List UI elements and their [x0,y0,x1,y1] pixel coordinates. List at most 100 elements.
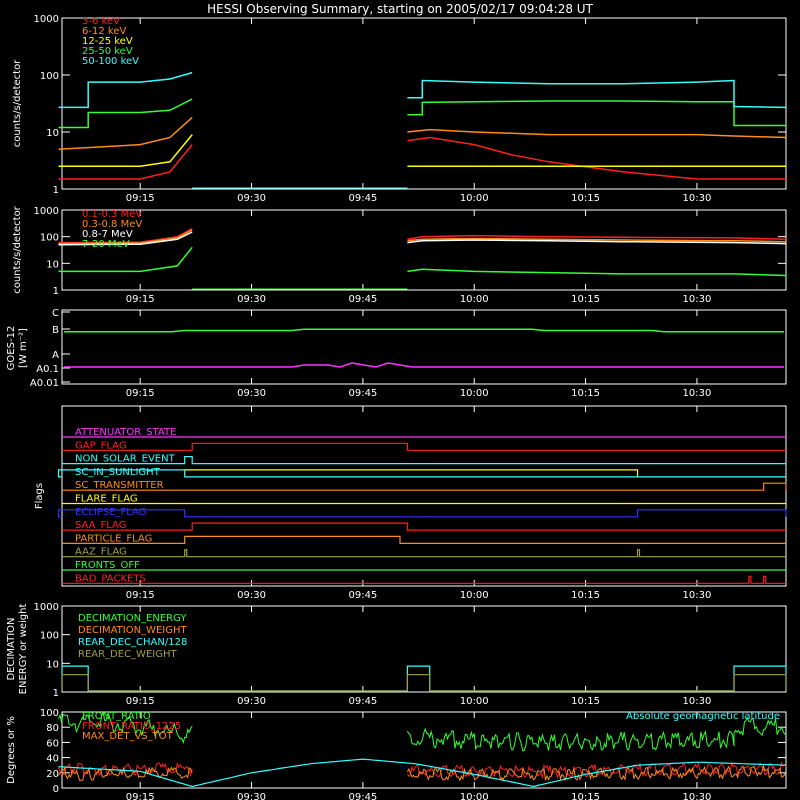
figure-title: HESSI Observing Summary, starting on 200… [207,2,593,16]
panel-high-series-0-1-0-3-mev [407,234,787,241]
panel-high-series-0-3-0-8-mev [58,229,193,245]
panel-low-xtick-label: 09:30 [237,193,266,204]
panel-goes-xtick-label: 09:45 [348,388,377,399]
panel-high-xtick-label: 10:00 [460,294,489,305]
panel-low-ytick-label: 100 [40,71,59,82]
panel-low-ylabel: counts/s/detector [12,59,23,147]
flag-trace-gap-flag [62,442,786,451]
panel-decimation-ytick-label: 100 [40,631,59,642]
panel-decimation-legend-3: REAR_DEC_WEIGHT [78,649,177,660]
panel-high-series-0-3-0-8-mev [407,237,787,243]
panel-ratios-series-absolute-geomagnetic-latitude [58,758,787,788]
flag-label-fronts-off: FRONTS_OFF [75,560,140,571]
panel-ratios-xtick-label: 10:30 [683,792,712,800]
panel-high-xtick-label: 09:45 [348,294,377,305]
flag-label-sc-in-sunlight: SC_IN_SUNLIGHT [75,467,161,478]
panel-goes-xtick-label: 10:00 [460,388,489,399]
panel-low-series-6-12-kev [407,128,787,139]
panel-ratios-legend-2: MAX_DET_VS_TOT [82,731,174,742]
panel-high-series-7-20-mev [407,268,787,277]
panel-low-legend-0: 3-6 keV [82,16,120,27]
flag-trace-sc-in-sunlight [57,469,786,478]
panel-high-ytick-label: 1 [53,286,59,297]
panel-low-xtick-label: 09:45 [348,193,377,204]
panel-ratios-ytick-label: 0 [53,784,59,795]
panel-high-series-0-1-0-3-mev [58,227,193,244]
flag-label-eclipse-flag: ECLIPSE_FLAG [75,507,146,518]
panel-decimation-frame [61,605,787,693]
panel-low-legend-2: 12-25 keV [82,36,133,47]
panel-goes-ytick-label: A [52,350,59,361]
panel-low-xtick-label: 10:30 [683,193,712,204]
panel-goes-ylabel: GOES-12 [6,326,17,371]
panel-ratios-legend-1: FRONT_RATIO_1225 [82,721,181,732]
panel-decimation-legend-0: DECIMATION_ENERGY [78,613,187,624]
panel-high-legend-3: 7-20 MeV [82,239,130,250]
panel-low-frame [61,17,787,190]
panel-goes-frame [61,309,787,385]
panel-decimation-ytick-label: 1000 [34,602,59,613]
flag-label-attenuator-state: ATTENUATOR_STATE [75,427,176,438]
panel-low-legend-4: 50-100 keV [82,56,139,67]
flag-label-bad-packets: BAD_PACKETS [75,573,146,584]
panel-flags-xtick-label: 10:15 [571,590,600,601]
panel-goes-ytick-label: C [52,308,59,319]
panel-ratios-series-max-det-vs-tot [406,764,787,782]
panel-ratios-series-front-ratio [406,716,787,752]
panel-flags-ylabel: Flags [34,483,45,509]
panel-goes-xtick-label: 09:15 [126,388,155,399]
flag-label-flare-flag: FLARE_FLAG [75,494,138,505]
panel-high-legend-2: 0.8-7 MeV [82,229,133,240]
panel-ratios-legend-0: FRONT_RATIO [82,711,151,722]
panel-ratios-ytick-label: 20 [46,769,59,780]
panel-ratios-series-max-det-vs-tot [58,766,193,781]
panel-ratios-ylabel: Degrees or % [6,716,17,784]
panel-decimation-legend-1: DECIMATION_WEIGHT [78,625,187,636]
panel-decimation-series-2 [61,665,787,692]
panel-low-legend-1: 6-12 keV [82,26,126,37]
panel-decimation-xtick-label: 10:30 [683,696,712,707]
panel-low-series-25-50-kev [58,98,193,129]
panel-decimation-xtick-label: 09:45 [348,696,377,707]
panel-high-legend-1: 0.3-0.8 MeV [82,219,142,230]
panel-low-series-3-6-kev [407,136,786,180]
panel-ratios-xtick-label: 09:45 [348,792,377,800]
panel-high-series-7-20-mev [58,246,193,273]
panel-ratios-xtick-label: 09:15 [126,792,155,800]
panel-low-legend-3: 25-50 keV [82,46,133,57]
flag-label-saa-flag: SAA_FLAG [75,520,126,531]
panel-ratios-series-front-ratio [58,710,193,745]
flag-trace-aaz-flag [62,549,786,558]
panel-ratios-xtick-label: 10:15 [571,792,600,800]
panel-flags-xtick-label: 09:45 [348,590,377,601]
panel-low-series-6-12-kev [58,116,193,150]
panel-flags-xtick-label: 09:15 [126,590,155,601]
flag-label-aaz-flag: AAZ_FLAG [75,547,127,558]
panel-goes-series-goes-short [64,362,784,368]
panel-low-series-25-50-kev [407,100,786,127]
panel-high-ylabel: counts/s/detector [12,205,23,293]
flag-label-gap-flag: GAP_FLAG [75,440,127,451]
panel-ratios-ytick-label: 60 [46,738,59,749]
flag-trace-eclipse-flag [57,509,787,518]
panel-decimation-xtick-label: 10:15 [571,696,600,707]
panel-ratios-ytick-label: 40 [46,754,59,765]
panel-low-series-3-6-kev [58,144,193,180]
panel-ratios-xtick-label: 10:00 [460,792,489,800]
panel-decimation-legend-2: REAR_DEC_CHAN/128 [78,637,187,648]
panel-decimation-series-3 [61,674,787,692]
panel-ratios-ytick-label: 100 [40,708,59,719]
panel-high-xtick-label: 10:15 [571,294,600,305]
panel-low-ytick-label: 1 [53,185,59,196]
panel-decimation-ylabel-2: ENERGY or weight [18,604,29,695]
panel-decimation-xtick-label: 09:15 [126,696,155,707]
flag-trace-sc-transmitter [62,482,787,491]
panel-goes-ytick-label: A0.1 [36,364,59,375]
panel-low-ytick-label: 10 [46,128,59,139]
panel-high-legend-0: 0.1-0.3 MeV [82,209,142,220]
panel-low-xtick-label: 10:00 [460,193,489,204]
panel-high-xtick-label: 10:30 [683,294,712,305]
panel-decimation-xtick-label: 09:30 [237,696,266,707]
panel-high-series-0-8-7-mev [407,239,787,245]
panel-ratios-frame [61,711,787,789]
